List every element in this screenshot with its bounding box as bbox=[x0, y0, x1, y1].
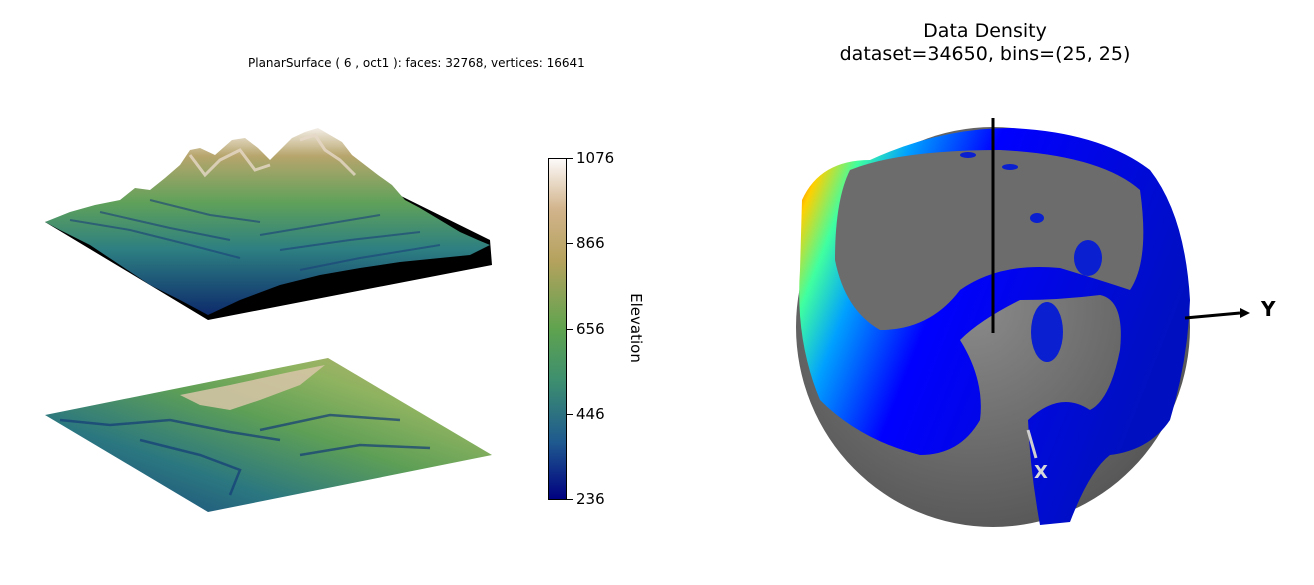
right-plot-title-line-2: dataset=34650, bins=(25, 25) bbox=[839, 43, 1131, 65]
density-patch bbox=[1031, 302, 1063, 362]
colorbar-gradient bbox=[548, 158, 567, 500]
x-axis-arrow bbox=[1026, 429, 1038, 459]
flat-map-plane bbox=[45, 358, 492, 512]
density-patch bbox=[1030, 213, 1044, 223]
colorbar bbox=[548, 158, 567, 500]
colorbar-tick bbox=[567, 158, 573, 159]
flat-map-highlands bbox=[180, 365, 325, 410]
colorbar-tick bbox=[567, 243, 573, 245]
terrain-surface-mesh bbox=[45, 128, 490, 315]
colorbar-tick bbox=[567, 413, 573, 415]
left-plot-title: PlanarSurface ( 6 , oct1 ): faces: 32768… bbox=[248, 56, 585, 70]
x-axis-label: X bbox=[1034, 462, 1048, 483]
sphere-interior-gray bbox=[835, 150, 1144, 330]
terrain-flat-map bbox=[45, 358, 492, 512]
y-axis-arrowhead bbox=[1240, 308, 1250, 318]
density-patch bbox=[1074, 240, 1102, 276]
terrain-valleys bbox=[69, 199, 441, 271]
right-plot-title: Data Density dataset=34650, bins=(25, 25… bbox=[818, 20, 1152, 66]
colorbar-tick-label: 1076 bbox=[576, 149, 615, 167]
density-patch bbox=[1002, 164, 1018, 170]
colorbar-tick bbox=[567, 499, 573, 500]
right-plot-title-line-1: Data Density bbox=[923, 20, 1047, 42]
y-axis-label: Y bbox=[1260, 297, 1276, 321]
colorbar-tick-label: 656 bbox=[576, 319, 605, 338]
colorbar-tick-label: 446 bbox=[576, 404, 605, 423]
colorbar-tick-label: 236 bbox=[576, 490, 605, 508]
terrain-peaks bbox=[188, 133, 357, 178]
colorbar-tick-label: 866 bbox=[576, 234, 605, 253]
density-patch bbox=[960, 152, 976, 158]
y-axis-arrow bbox=[1184, 311, 1241, 320]
flat-map-rivers bbox=[59, 413, 431, 496]
terrain-3d-surface bbox=[45, 128, 492, 320]
colorbar-tick bbox=[567, 328, 573, 330]
